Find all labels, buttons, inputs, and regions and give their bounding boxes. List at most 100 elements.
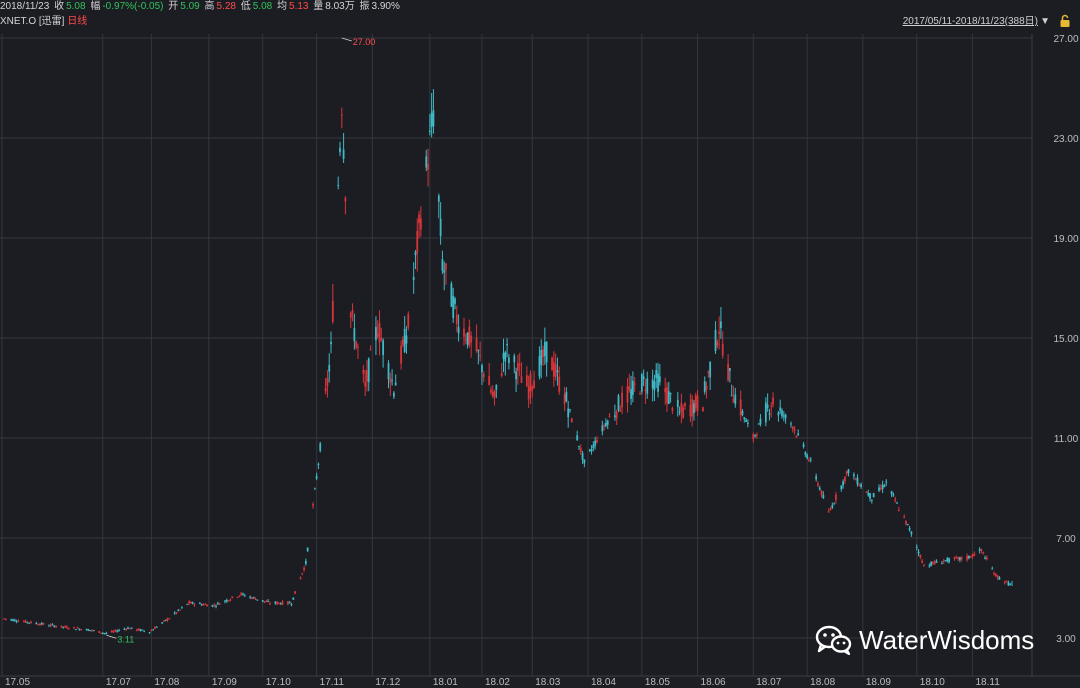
candle-body <box>628 386 631 390</box>
candle-body <box>755 434 758 436</box>
candle-body <box>389 378 392 384</box>
candle-body <box>276 602 279 605</box>
date-range-selector[interactable]: 2017/05/11-2018/11/23(388日) <box>902 16 1038 27</box>
candle-body <box>804 452 807 455</box>
candle-body <box>840 485 843 490</box>
candle-body <box>657 373 659 392</box>
candle-body <box>4 618 7 620</box>
candle-body <box>768 413 771 415</box>
candle-body <box>843 476 846 482</box>
candle-body <box>540 349 543 366</box>
candle-body <box>454 298 456 304</box>
candle-body <box>452 295 455 318</box>
candle-body <box>127 627 129 629</box>
candle-body <box>664 388 667 393</box>
candle-body <box>463 328 465 337</box>
annotations: 27.00 3.11 <box>106 37 375 644</box>
candle-body <box>842 481 845 486</box>
candle-body <box>466 332 469 346</box>
candle-body <box>191 602 194 604</box>
candle-body <box>238 595 241 597</box>
candle-body <box>781 410 783 417</box>
candle-body <box>317 463 320 465</box>
candle-body <box>872 493 875 498</box>
candle-body <box>344 198 347 202</box>
candle-body <box>551 357 553 371</box>
candle-body <box>820 490 823 496</box>
candle-body <box>782 415 785 417</box>
candle-body <box>100 632 102 634</box>
x-tick-label: 18.02 <box>485 677 510 688</box>
candle-body <box>930 561 933 566</box>
candle-body <box>457 327 460 334</box>
candle-body <box>193 604 196 606</box>
candle-body <box>78 628 81 630</box>
candle-body <box>795 435 798 437</box>
candle-body <box>301 573 304 575</box>
candle-body <box>766 404 769 408</box>
candle-body <box>516 363 519 372</box>
candle-body <box>757 423 760 425</box>
candle-body <box>764 402 767 423</box>
candle-body <box>130 627 133 629</box>
candle-body <box>12 619 14 622</box>
candle-body <box>619 409 622 412</box>
candle-body <box>482 374 485 378</box>
candle-body <box>123 628 126 630</box>
candle-body <box>10 619 13 621</box>
candle-body <box>684 403 686 406</box>
candle-body <box>646 378 649 394</box>
candle-body <box>639 393 641 395</box>
candle-body <box>996 575 999 578</box>
candle-body <box>705 385 708 390</box>
candle-body <box>62 626 65 628</box>
candle-body <box>393 392 395 397</box>
candle-body <box>858 485 861 487</box>
candle-body <box>490 389 492 393</box>
candle-body <box>808 460 810 462</box>
period-label[interactable]: 日线 <box>67 16 88 27</box>
candle-body <box>224 600 226 602</box>
candle-body <box>488 376 491 386</box>
amplitude-label: 振 <box>359 1 370 12</box>
candle-body <box>621 392 623 408</box>
candle-body <box>315 476 318 479</box>
candle-body <box>633 383 636 385</box>
candle-body <box>299 577 302 580</box>
candle-body <box>897 509 900 511</box>
candle-body <box>707 371 710 373</box>
candle-body <box>980 549 983 551</box>
candle-body <box>28 622 31 624</box>
candle-body <box>702 407 704 412</box>
close-value: 5.08 <box>66 1 86 12</box>
candle-body <box>885 481 888 483</box>
candle-body <box>910 531 913 535</box>
candle-body <box>143 630 146 632</box>
candle-body <box>915 546 918 548</box>
dropdown-triangle-icon[interactable]: ▼ <box>1040 16 1050 27</box>
candle-body <box>418 214 420 224</box>
candle-body <box>24 620 27 623</box>
lock-icon[interactable] <box>1058 14 1072 28</box>
candle-body <box>189 601 192 604</box>
candle-body <box>520 376 523 383</box>
candle-body <box>894 499 897 501</box>
high-label: 高 <box>204 1 215 12</box>
candle-body <box>626 386 629 403</box>
candle-body <box>933 561 936 564</box>
y-tick-label: 7.00 <box>1056 534 1076 545</box>
candle-body <box>391 379 394 381</box>
y-tick-label: 23.00 <box>1053 134 1078 145</box>
candle-body <box>366 370 368 382</box>
candle-body <box>342 149 345 159</box>
candle-body <box>164 619 167 621</box>
high-value: 5.28 <box>216 1 236 12</box>
candle-body <box>405 335 408 344</box>
candle-body <box>797 433 800 436</box>
candle-body <box>567 408 570 418</box>
candle-body <box>37 624 40 626</box>
candle-body <box>917 551 920 554</box>
candle-body <box>527 386 530 400</box>
candle-body <box>89 630 92 632</box>
